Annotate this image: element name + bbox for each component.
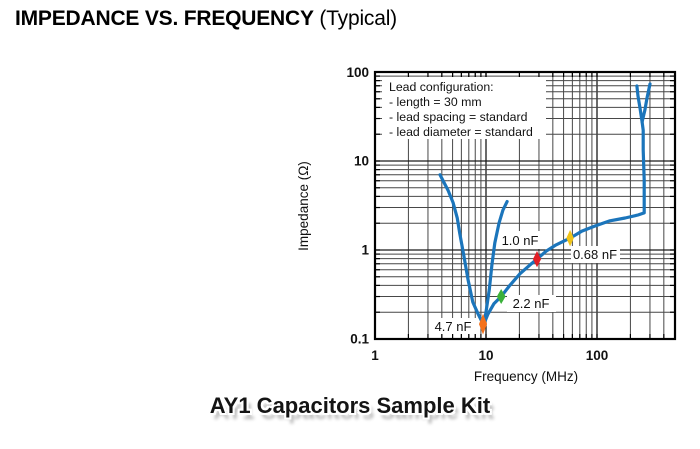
legend-line-2: - length = 30 mm <box>389 95 482 109</box>
y-tick-100: 100 <box>346 65 369 80</box>
legend-line-1: Lead configuration: <box>389 80 494 94</box>
marker-2.2nF <box>496 289 506 305</box>
page-title-main: IMPEDANCE VS. FREQUENCY <box>15 7 314 30</box>
impedance-curves <box>438 82 652 326</box>
y-tick-0.1: 0.1 <box>350 332 369 347</box>
x-tick-1: 1 <box>371 348 379 363</box>
y-axis-title: Impedance (Ω) <box>296 161 311 251</box>
annotation-4.7nF: 4.7 nF <box>435 319 472 334</box>
label-backgrounds <box>382 77 620 334</box>
x-axis-title: Frequency (MHz) <box>474 369 578 384</box>
plot-border <box>373 70 677 341</box>
marker-1.0nF <box>532 250 542 268</box>
chart-text: 100 10 1 0.1 1 10 100 Frequency (MHz) Im… <box>296 65 617 384</box>
legend-line-4: - lead diameter = standard <box>389 125 533 139</box>
annotation-0.68nF: 0.68 nF <box>573 247 617 262</box>
kit-caption: AY1 Capacitors Sample Kit <box>209 393 491 418</box>
resonance-markers <box>478 229 574 335</box>
page-title-suffix: (Typical) <box>319 7 397 30</box>
label-bg-0.68nF <box>571 246 620 263</box>
legend-line-3: - lead spacing = standard <box>389 110 528 124</box>
curve-composite-envelope-and-spike <box>482 84 646 326</box>
x-tick-10: 10 <box>478 348 493 363</box>
page-title: IMPEDANCE VS. FREQUENCY (Typical) <box>15 7 397 31</box>
label-bg-2.2nF <box>507 295 556 312</box>
annotation-2.2nF: 2.2 nF <box>513 296 550 311</box>
annotation-1.0nF: 1.0 nF <box>502 233 539 248</box>
curve-series-resonance-v <box>438 173 509 325</box>
curve-spike-right-branch <box>640 82 652 124</box>
x-tick-100: 100 <box>586 348 609 363</box>
marker-0.68nF <box>566 229 574 247</box>
y-tick-1: 1 <box>361 243 369 258</box>
label-bg-4.7nF <box>429 318 478 334</box>
y-tick-10: 10 <box>354 154 369 169</box>
legend-background <box>382 77 546 139</box>
marker-4.7nF <box>478 313 488 335</box>
label-bg-1.0nF <box>498 231 543 249</box>
